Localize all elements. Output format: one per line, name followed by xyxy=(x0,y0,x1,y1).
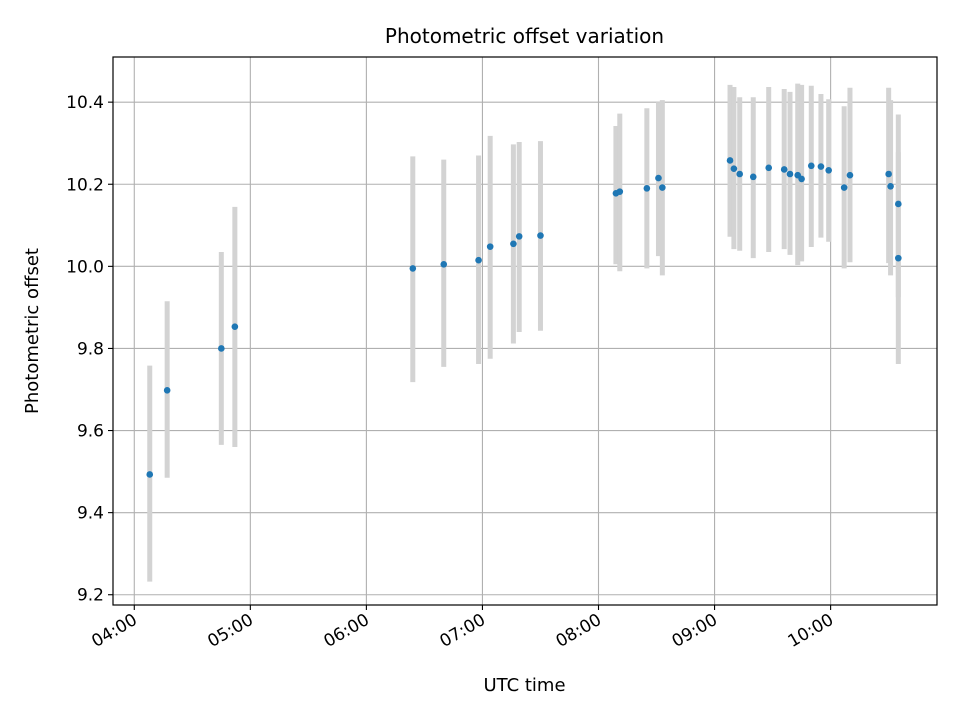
data-point xyxy=(817,163,825,170)
data-point xyxy=(807,162,815,170)
data-point xyxy=(659,184,666,191)
y-tick-label: 9.8 xyxy=(77,339,104,359)
data-point xyxy=(515,233,523,240)
data-point xyxy=(765,164,773,172)
y-tick-label: 10.2 xyxy=(66,175,104,195)
data-point xyxy=(798,175,805,183)
data-point xyxy=(885,170,892,178)
data-point xyxy=(163,387,171,394)
y-tick-label: 10.4 xyxy=(66,93,104,113)
y-tick-label: 10.0 xyxy=(66,257,104,277)
y-tick-label: 9.4 xyxy=(77,504,104,524)
data-point xyxy=(846,171,854,179)
data-point xyxy=(887,183,894,190)
data-point xyxy=(643,185,651,192)
data-point xyxy=(730,165,738,172)
data-point xyxy=(231,323,239,330)
plot-frame xyxy=(112,56,938,606)
chart-title: Photometric offset variation xyxy=(385,24,664,48)
data-point xyxy=(475,256,482,264)
x-axis-title: UTC time xyxy=(483,675,565,696)
y-tick-label: 9.2 xyxy=(77,586,104,606)
data-point xyxy=(895,200,902,208)
y-tick-label: 9.6 xyxy=(77,422,104,442)
data-point xyxy=(840,184,848,191)
data-point xyxy=(537,232,544,239)
data-point xyxy=(486,243,494,250)
data-point xyxy=(786,170,794,178)
y-axis: 9.2 9.4 9.6 9.8 10.0 10.2 10.4 xyxy=(66,93,113,606)
data-point xyxy=(825,166,832,174)
data-point xyxy=(726,157,734,164)
y-axis-title: Photometric offset xyxy=(22,248,43,414)
data-point xyxy=(749,173,757,181)
data-point xyxy=(218,345,225,352)
data-point xyxy=(616,188,624,195)
data-point xyxy=(895,254,902,262)
data-point xyxy=(510,240,517,248)
data-points xyxy=(146,157,902,478)
data-point xyxy=(736,170,744,178)
data-point xyxy=(440,260,448,268)
grid xyxy=(113,57,937,605)
data-point xyxy=(655,174,662,182)
data-point xyxy=(409,265,417,272)
data-point xyxy=(780,166,788,173)
data-point xyxy=(146,471,154,478)
